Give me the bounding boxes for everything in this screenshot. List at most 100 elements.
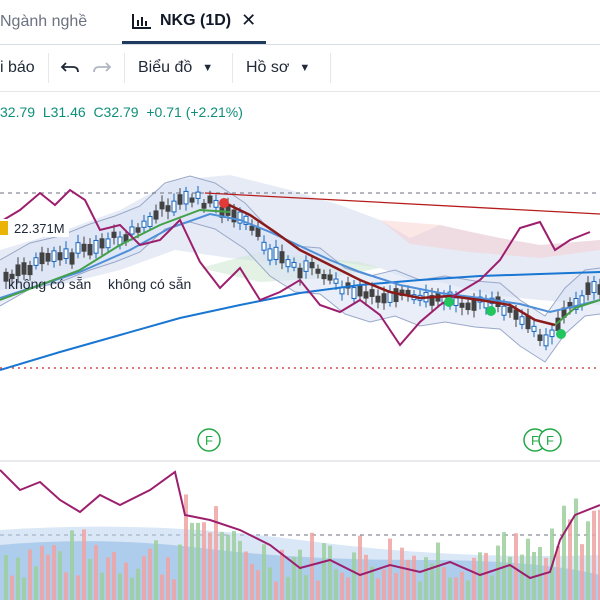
volume-bar [562, 505, 566, 600]
toolbar-divider [48, 53, 49, 83]
volume-bar [598, 509, 600, 600]
volume-bar [94, 545, 98, 600]
volume-bar [244, 551, 248, 600]
volume-bar [286, 577, 290, 600]
candle [537, 334, 543, 341]
volume-bar [310, 532, 314, 600]
chart-type-dropdown[interactable]: Biểu đồ ▼ [138, 45, 213, 91]
chevron-down-icon: ▼ [202, 62, 214, 74]
candle [195, 191, 201, 199]
tab-bar: Ngành nghề NKG (1D) ✕ [0, 0, 600, 45]
volume-bar [544, 557, 548, 600]
volume-bar [34, 566, 38, 600]
volume-bar [268, 567, 272, 600]
volume-bar [346, 577, 350, 600]
ohlc-readout: 32.79 L31.46 C32.79 +0.71 (+2.21%) [0, 104, 243, 120]
candle [279, 251, 285, 264]
ohlc-change: +0.71 [146, 104, 182, 120]
volume-bars [0, 494, 600, 600]
volume-bar [160, 574, 164, 600]
candle [135, 227, 141, 233]
event-marker-circle [538, 428, 562, 452]
candle [267, 248, 273, 261]
volume-bar [322, 543, 326, 600]
candle [519, 316, 525, 325]
volume-bar [352, 552, 356, 600]
volume-bar [4, 555, 8, 600]
candle [513, 309, 519, 320]
volume-bar [232, 531, 236, 600]
candle [597, 284, 600, 295]
ohlc-low: L31.46 [42, 104, 86, 120]
volume-bar [28, 549, 32, 600]
volume-bar [76, 575, 80, 600]
volume-bar [580, 544, 584, 600]
candle [585, 282, 591, 295]
candle [57, 252, 63, 261]
ohlc-change-pct: (+2.21%) [185, 104, 243, 120]
volume-bar [406, 559, 410, 600]
profile-dropdown[interactable]: Hồ sơ ▼ [246, 45, 310, 91]
volume-bar [190, 522, 194, 600]
candle [81, 243, 87, 252]
candle [255, 227, 261, 237]
volume-bar [136, 568, 140, 600]
toolbar-divider [232, 53, 233, 83]
candle [507, 306, 513, 313]
event-marker-label: F [205, 433, 213, 448]
volume-bar [298, 549, 302, 600]
candle [369, 289, 375, 297]
volume-bar [274, 581, 278, 600]
buy-signal-marker [556, 329, 566, 339]
volume-bar [526, 538, 530, 600]
volume-bar [208, 532, 212, 600]
volume-bar [430, 563, 434, 600]
volume-bar [364, 554, 368, 600]
ichimoku-cloud-bear [380, 220, 600, 258]
ohlc-open: 32.79 [0, 104, 36, 120]
bollinger-lower [0, 221, 600, 363]
trend-line [204, 192, 600, 215]
close-icon[interactable]: ✕ [241, 10, 257, 30]
candle [69, 252, 75, 265]
volume-bar [412, 555, 416, 600]
candle [549, 329, 555, 338]
report-button[interactable]: i báo [0, 45, 35, 91]
candle [213, 199, 219, 208]
candle [171, 200, 177, 213]
toolbar-divider [124, 53, 125, 83]
candle [465, 302, 471, 311]
event-marker-circle [197, 428, 221, 452]
volume-bar [292, 556, 296, 600]
volume-bar [226, 534, 230, 600]
volume-bar [436, 542, 440, 600]
candle [375, 295, 381, 303]
volume-bar [178, 544, 182, 600]
tab-industry[interactable]: Ngành nghề [0, 0, 87, 44]
candle [543, 334, 549, 347]
redo-button[interactable] [92, 45, 112, 91]
volume-bar [70, 530, 74, 600]
event-marker-label: F [531, 433, 539, 448]
rsi-overlay-line [0, 188, 591, 347]
candle [327, 274, 333, 281]
buy-signal-marker [444, 297, 454, 307]
volume-bar [382, 569, 386, 600]
volume-bar [592, 510, 596, 600]
candle [573, 298, 579, 310]
candle [63, 248, 69, 260]
volume-bar [10, 575, 14, 600]
tab-nkg-chart[interactable]: NKG (1D) ✕ [122, 0, 266, 44]
candle [237, 211, 243, 224]
indicator-status: không có sẵn [108, 276, 192, 292]
candle [183, 190, 189, 205]
volume-bar [88, 558, 92, 600]
volume-bar [58, 551, 62, 600]
candle [87, 244, 93, 256]
undo-button[interactable] [60, 45, 80, 91]
candle [579, 295, 585, 305]
event-marker-label: F [546, 433, 554, 448]
volume-bar [448, 577, 452, 600]
